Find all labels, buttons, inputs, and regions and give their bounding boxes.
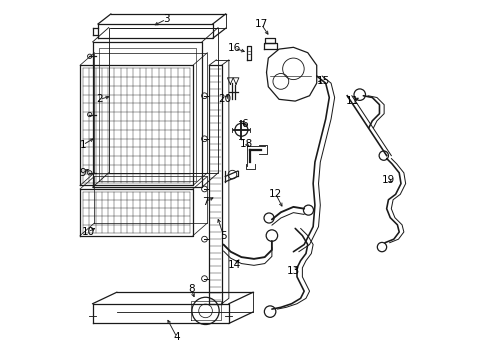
Text: 19: 19 [382, 175, 395, 185]
Text: 9: 9 [79, 168, 86, 178]
Text: 5: 5 [220, 231, 227, 240]
Text: 8: 8 [188, 284, 195, 294]
Text: 20: 20 [219, 94, 232, 104]
Text: 16: 16 [228, 43, 241, 53]
Text: 6: 6 [242, 120, 248, 129]
Text: 1: 1 [79, 140, 86, 150]
Text: 2: 2 [97, 94, 103, 104]
Text: 12: 12 [269, 189, 282, 199]
Text: 13: 13 [287, 266, 300, 276]
Text: 17: 17 [254, 19, 268, 29]
Text: 15: 15 [317, 76, 331, 86]
Text: 4: 4 [173, 332, 180, 342]
Text: 7: 7 [202, 197, 209, 207]
Text: 3: 3 [163, 14, 170, 24]
Text: 11: 11 [346, 96, 359, 106]
Text: 14: 14 [228, 260, 241, 270]
Text: 10: 10 [81, 227, 95, 237]
Text: 18: 18 [240, 139, 253, 149]
